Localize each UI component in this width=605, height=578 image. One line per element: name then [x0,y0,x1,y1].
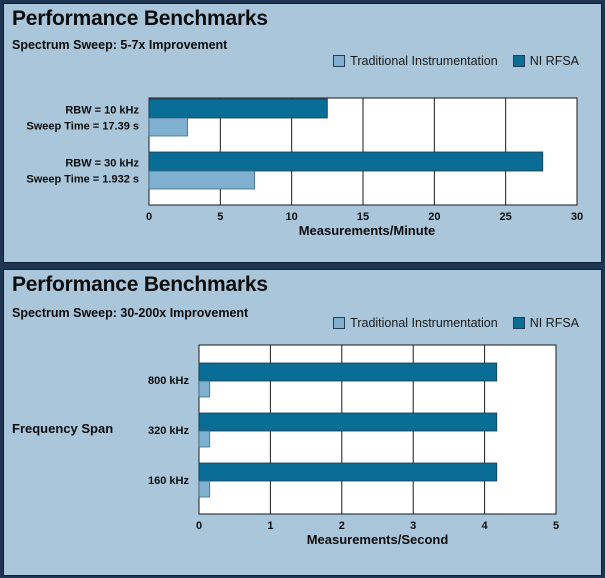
x-tick-label: 20 [428,211,440,223]
legend-label-ni: NI RFSA [529,316,579,330]
x-axis-title: Measurements/Second [307,532,449,547]
bar-chart-2: 0 1 2 3 4 5 Measurements/Second Frequency Span 8… [12,344,559,547]
bar-ni-rfsa [198,462,498,482]
legend-label-traditional: Traditional Instrumentation [350,316,498,330]
chart-title: Performance Benchmarks [12,7,268,30]
x-tick-label: 5 [217,211,223,223]
x-tick-label: 15 [357,211,369,223]
bar-traditional [198,480,211,498]
legend-swatch-ni [512,55,525,67]
x-tick-label: 0 [146,211,152,223]
y-axis-title: Frequency Span [12,421,113,436]
x-tick-label: 2 [339,520,345,532]
chart-panel-2: Performance Benchmarks Spectrum Sweep: 3… [3,269,602,576]
category-label: RBW = 10 kHz [65,105,139,117]
x-tick-label: 4 [482,520,489,532]
legend-swatch-traditional [333,317,346,329]
chart-title: Performance Benchmarks [12,273,268,296]
legend-item-traditional: Traditional Instrumentation [333,54,498,68]
legend-label-ni: NI RFSA [529,54,579,68]
bar-traditional [198,380,211,398]
legend-swatch-traditional [333,55,346,67]
x-tick-label: 5 [553,520,559,532]
legend-label-traditional: Traditional Instrumentation [350,54,498,68]
legend: Traditional Instrumentation NI RFSA [325,316,579,330]
legend-item-ni: NI RFSA [512,54,579,68]
x-tick-label: 1 [267,520,273,532]
bar-ni-rfsa [148,151,544,172]
bar-traditional [198,430,211,448]
chart-subtitle: Spectrum Sweep: 5-7x Improvement [12,38,228,52]
legend-item-traditional: Traditional Instrumentation [333,316,498,330]
category-label: Sweep Time = 17.39 s [26,121,139,133]
bar-ni-rfsa [198,362,498,382]
bar-ni-rfsa [198,412,498,432]
chart-subtitle: Spectrum Sweep: 30-200x Improvement [12,306,249,320]
category-label: Sweep Time = 1.932 s [26,174,139,186]
x-axis-title: Measurements/Minute [299,223,436,238]
category-label: 800 kHz [148,375,189,387]
bar-traditional [148,117,188,137]
legend-swatch-ni [512,317,525,329]
x-tick-label: 30 [571,211,583,223]
x-tick-label: 3 [410,520,416,532]
legend: Traditional Instrumentation NI RFSA [325,54,579,68]
category-label: RBW = 30 kHz [65,158,139,170]
chart-panel-1: Performance Benchmarks Spectrum Sweep: 5… [3,3,602,263]
x-tick-label: 10 [286,211,298,223]
x-tick-label: 25 [500,211,512,223]
bar-traditional [148,170,255,190]
category-label: 160 kHz [148,475,189,487]
x-tick-label: 0 [196,520,202,532]
bar-chart-1: 0 5 10 15 20 25 30 Measurements/Minute RBW = 10 … [26,97,583,238]
category-label: 320 kHz [148,425,189,437]
legend-item-ni: NI RFSA [512,316,579,330]
bar-ni-rfsa [148,98,328,119]
